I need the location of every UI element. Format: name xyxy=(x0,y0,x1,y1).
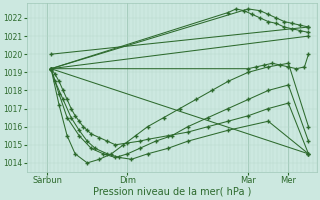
X-axis label: Pression niveau de la mer( hPa ): Pression niveau de la mer( hPa ) xyxy=(92,187,251,197)
